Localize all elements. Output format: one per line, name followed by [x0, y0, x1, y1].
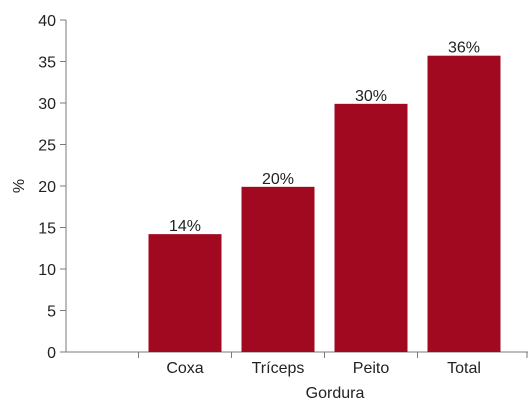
- x-axis-title: Gordura: [306, 385, 365, 401]
- bar-total: [427, 55, 501, 352]
- data-label: 30%: [355, 88, 387, 105]
- data-labels: 14% 20% 30% 36%: [169, 40, 480, 235]
- x-tick-label: Peito: [353, 360, 390, 377]
- x-tick-label: Coxa: [166, 360, 203, 377]
- bars: [148, 55, 501, 352]
- y-tick-label: 15: [38, 221, 56, 238]
- x-axis-ticks: Coxa Tríceps Peito Total: [138, 352, 528, 377]
- y-axis-ticks: 0 5 10 15 20 25 30 35 40: [38, 13, 66, 362]
- data-label: 20%: [262, 171, 294, 188]
- x-tick-label: Total: [447, 360, 481, 377]
- y-tick-label: 20: [38, 179, 56, 196]
- bar-peito: [334, 103, 408, 352]
- y-tick-label: 35: [38, 55, 56, 72]
- bar-coxa: [148, 234, 222, 352]
- y-tick-label: 5: [47, 304, 56, 321]
- y-tick-label: 10: [38, 262, 56, 279]
- y-tick-label: 40: [38, 13, 56, 30]
- data-label: 36%: [448, 40, 480, 57]
- y-tick-label: 25: [38, 138, 56, 155]
- data-label: 14%: [169, 218, 201, 235]
- y-axis-title: %: [11, 179, 28, 193]
- bar-triceps: [241, 186, 315, 352]
- y-tick-label: 0: [47, 345, 56, 362]
- x-tick-label: Tríceps: [252, 360, 305, 377]
- y-tick-label: 30: [38, 96, 56, 113]
